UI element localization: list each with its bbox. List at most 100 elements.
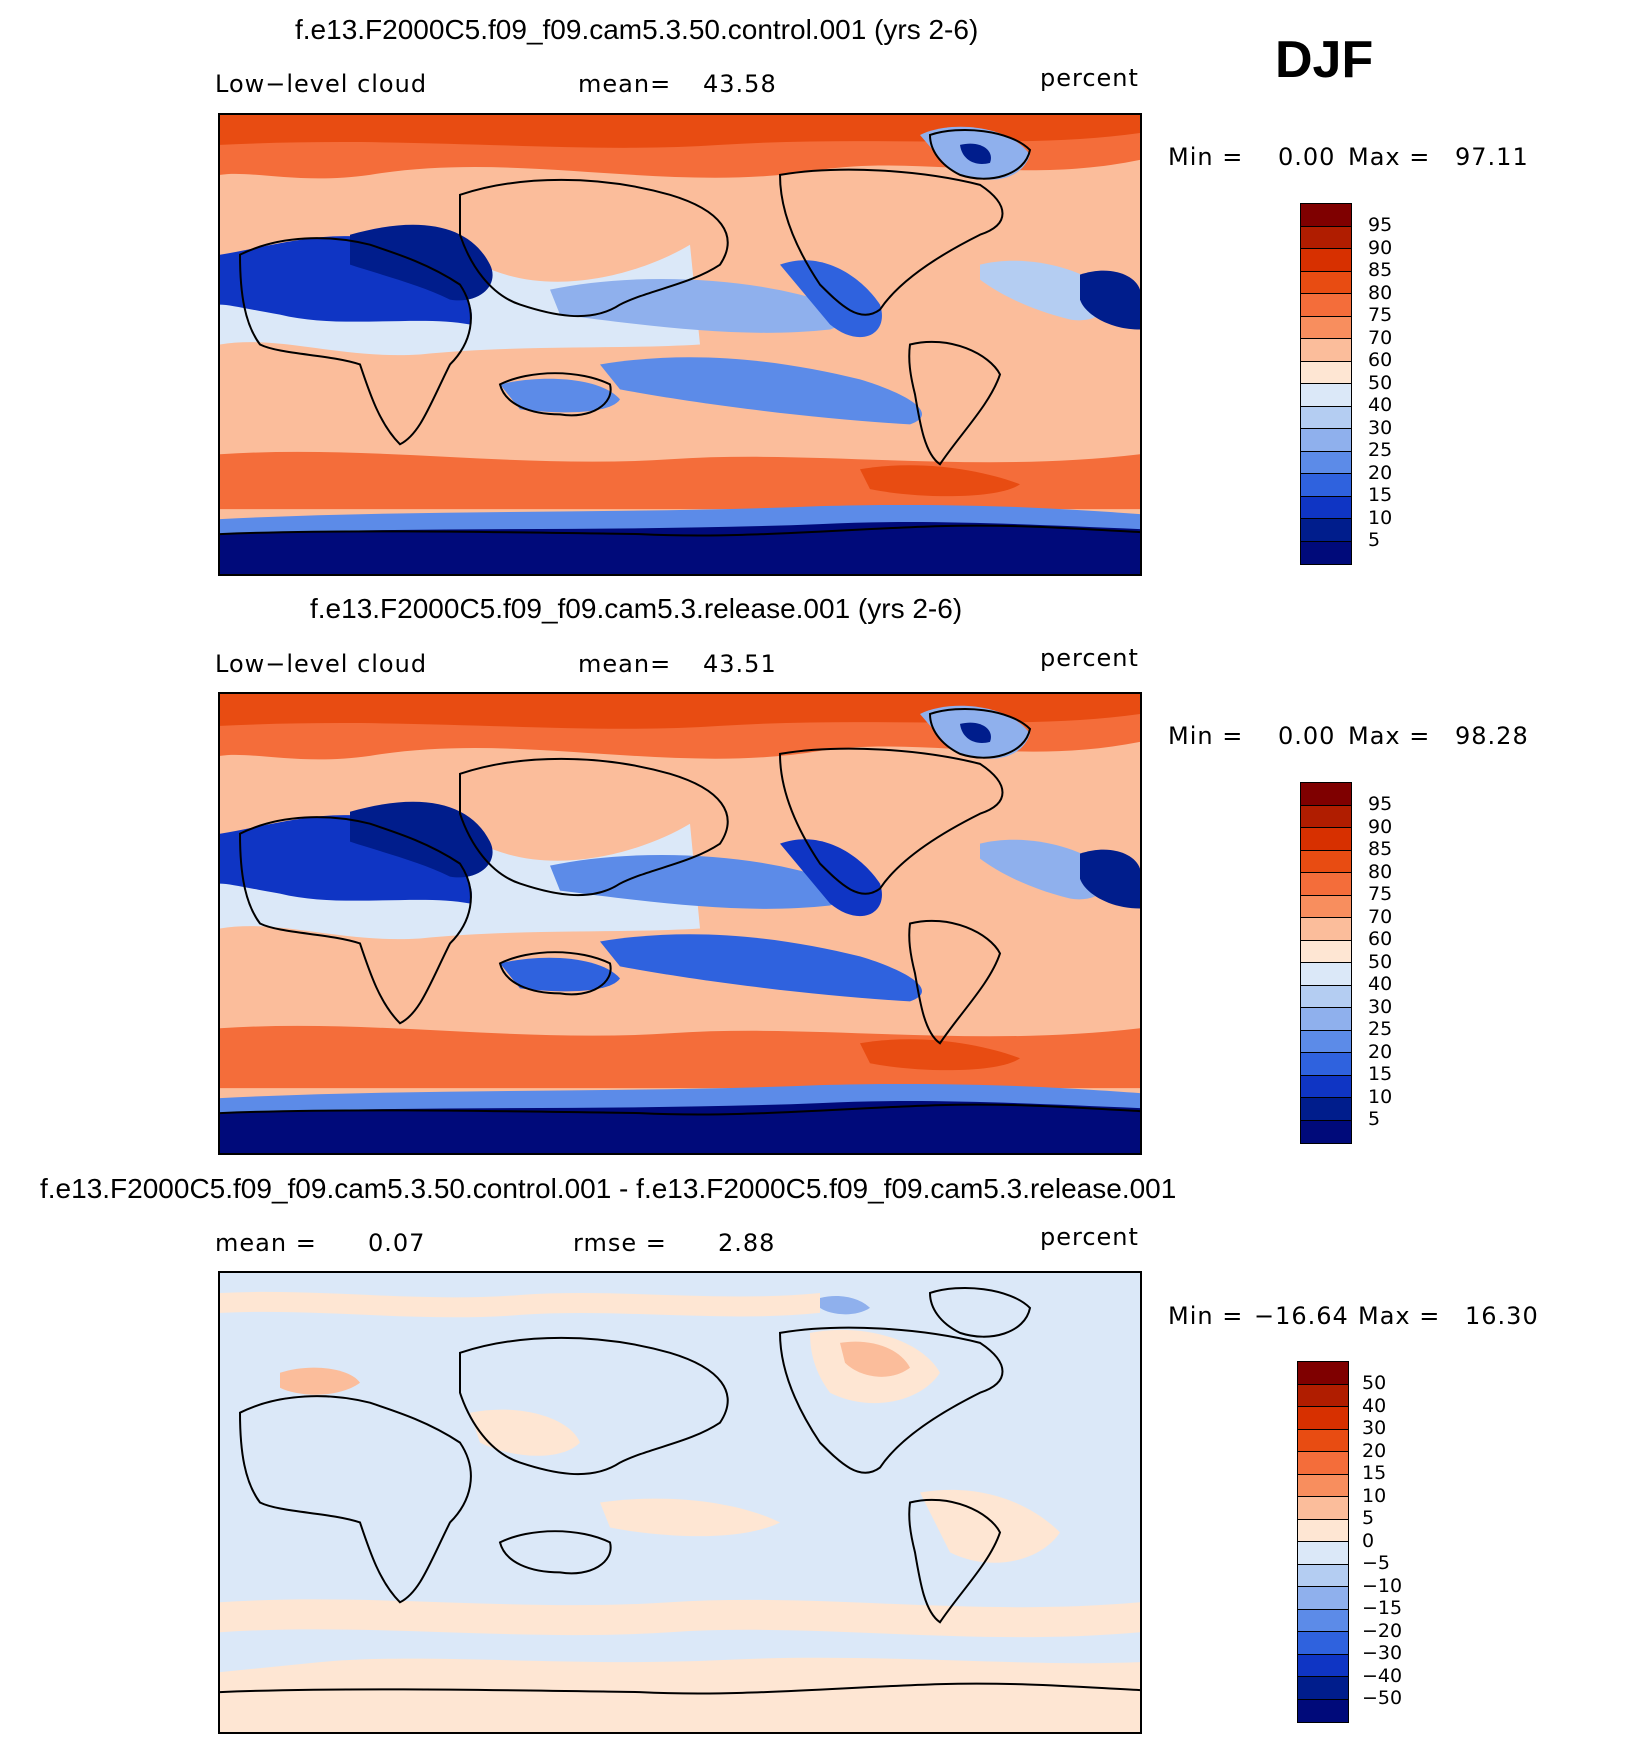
panel2-mean-value: 43.51 xyxy=(703,650,777,678)
panel3-min-label: Min = xyxy=(1168,1302,1244,1330)
colorbar-level-label: 95 xyxy=(1368,793,1393,815)
colorbar-swatch xyxy=(1301,1053,1351,1076)
colorbar-swatch xyxy=(1298,1564,1348,1587)
colorbar-level-label: 10 xyxy=(1368,506,1393,529)
colorbar-level-label: 30 xyxy=(1362,1417,1387,1439)
colorbar-swatch xyxy=(1301,1030,1351,1053)
colorbar-swatch xyxy=(1301,519,1351,542)
panel1-min-label: Min = xyxy=(1168,143,1244,171)
colorbar-swatch xyxy=(1298,1654,1348,1677)
p1-n-africa-east xyxy=(1080,270,1140,330)
colorbar-swatch xyxy=(1301,249,1351,272)
colorbar-level-label: 50 xyxy=(1362,1372,1387,1394)
p2-n-pacific-blue xyxy=(550,854,845,909)
colorbar-swatch xyxy=(1301,384,1351,407)
p2-greenland-core xyxy=(960,722,991,744)
panel3-map-svg xyxy=(220,1273,1140,1732)
p1-atlantic xyxy=(980,260,1109,321)
colorbar-level-label: 85 xyxy=(1368,259,1393,281)
colorbar-level-label: 50 xyxy=(1368,371,1393,394)
colorbar-swatch xyxy=(1298,1542,1348,1565)
colorbar-swatch xyxy=(1298,1587,1348,1610)
colorbar-level-label: −15 xyxy=(1362,1597,1403,1619)
panel2-variable-label: Low−level cloud xyxy=(215,650,428,678)
colorbar-swatch xyxy=(1301,339,1351,362)
colorbar-level-label: −20 xyxy=(1362,1619,1403,1642)
colorbar-swatch xyxy=(1301,873,1351,896)
p3-patch-north xyxy=(220,1291,820,1318)
panel3-mean-value: 0.07 xyxy=(368,1229,426,1257)
panel1-mean-label: mean= xyxy=(578,70,672,98)
p1-antarctica xyxy=(220,522,1140,574)
colorbar-level-label: −10 xyxy=(1362,1574,1403,1597)
p3-patch-asia xyxy=(470,1409,580,1456)
colorbar-swatch xyxy=(1301,474,1351,497)
colorbar-swatch xyxy=(1301,271,1351,294)
colorbar-level-label: 5 xyxy=(1362,1507,1375,1529)
p2-north-core xyxy=(220,694,1140,729)
colorbar-swatch xyxy=(1301,316,1351,339)
colorbar-level-label: 85 xyxy=(1368,838,1393,860)
colorbar-level-label: 70 xyxy=(1368,905,1393,928)
colorbar-level-label: 25 xyxy=(1368,1018,1393,1040)
season-label: DJF xyxy=(1275,31,1374,89)
panel3-max-value: 16.30 xyxy=(1465,1302,1539,1330)
colorbar-level-label: 50 xyxy=(1368,950,1393,973)
colorbar-level-label: 5 xyxy=(1368,1108,1381,1130)
colorbar-swatch xyxy=(1301,496,1351,519)
panel2-max-value: 98.28 xyxy=(1455,722,1529,750)
p1-s-pacific-blue xyxy=(600,357,922,425)
panel1-title: f.e13.F2000C5.f09_f09.cam5.3.50.control.… xyxy=(295,14,979,45)
colorbar-swatch xyxy=(1301,1120,1351,1143)
panel1-units: percent xyxy=(1040,64,1139,92)
colorbar-level-label: 30 xyxy=(1368,995,1393,1018)
colorbar-level-label: −30 xyxy=(1362,1642,1403,1664)
colorbar-swatch xyxy=(1298,1699,1348,1722)
colorbar-level-label: 25 xyxy=(1368,439,1393,461)
colorbar-level-label: 40 xyxy=(1368,394,1393,416)
p2-coastlines xyxy=(220,708,1140,1116)
colorbar-swatch xyxy=(1301,895,1351,918)
p2-asia-dark xyxy=(350,801,493,878)
p3-coastlines xyxy=(220,1287,1140,1695)
colorbar-level-label: −50 xyxy=(1362,1687,1403,1709)
colorbar-level-label: 40 xyxy=(1368,973,1393,995)
panel3-rmse-value: 2.88 xyxy=(718,1229,776,1257)
p3-patch-pacific xyxy=(600,1498,780,1537)
colorbar-swatch xyxy=(1301,985,1351,1008)
colorbar-level-label: 20 xyxy=(1362,1439,1387,1462)
panel2-min-value: 0.00 xyxy=(1278,722,1336,750)
colorbar-swatch xyxy=(1301,204,1351,227)
p1-australia xyxy=(500,378,620,413)
colorbar-swatch xyxy=(1298,1632,1348,1655)
colorbar-level-label: 90 xyxy=(1368,236,1393,259)
colorbar-level-label: −5 xyxy=(1362,1552,1391,1574)
panel1-map-svg xyxy=(220,115,1140,574)
p1-greenland-core xyxy=(960,143,991,165)
colorbar-level-label: 90 xyxy=(1368,815,1393,838)
panel2-title: f.e13.F2000C5.f09_f09.cam5.3.release.001… xyxy=(310,593,963,624)
colorbar-level-label: 30 xyxy=(1368,416,1393,439)
colorbar-level-label: 95 xyxy=(1368,214,1393,236)
p1-north-core xyxy=(220,115,1140,148)
panel1-max-value: 97.11 xyxy=(1455,143,1529,171)
colorbar-swatch xyxy=(1298,1497,1348,1520)
colorbar-swatch xyxy=(1301,1075,1351,1098)
p3-patch-southern xyxy=(220,1599,1140,1638)
colorbar-level-label: 80 xyxy=(1368,860,1393,883)
colorbar-swatch xyxy=(1298,1452,1348,1475)
colorbar-level-label: 20 xyxy=(1368,1040,1393,1063)
colorbar-level-label: 10 xyxy=(1368,1085,1393,1108)
colorbar-swatch xyxy=(1298,1384,1348,1407)
colorbar-swatch xyxy=(1298,1677,1348,1700)
panel2-max-label: Max = xyxy=(1348,722,1431,750)
colorbar-swatch xyxy=(1301,805,1351,828)
p2-s-pacific-blue xyxy=(600,934,922,1002)
p3-patch-na-core xyxy=(840,1341,910,1377)
colorbar-level-label: 60 xyxy=(1368,349,1393,371)
panel2-units: percent xyxy=(1040,644,1139,672)
p3-patch-sa xyxy=(920,1489,1060,1563)
colorbar-swatch xyxy=(1298,1429,1348,1452)
colorbar-swatch xyxy=(1298,1362,1348,1385)
panel3-units: percent xyxy=(1040,1223,1139,1251)
